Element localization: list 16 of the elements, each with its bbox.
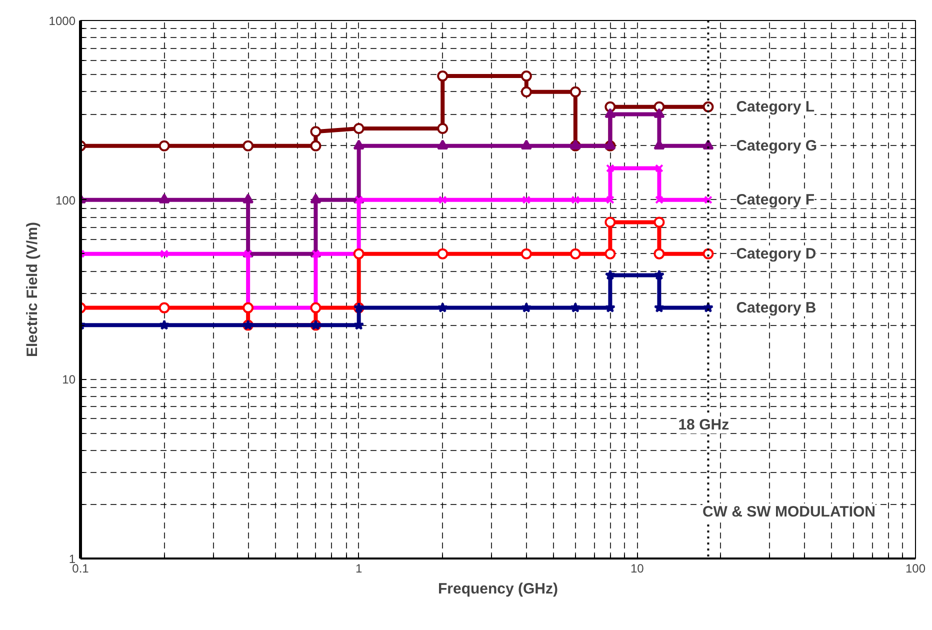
x-tick-label: 10: [630, 562, 644, 576]
annotation: CW & SW MODULATION: [702, 504, 876, 520]
y-tick-label: 10: [62, 372, 76, 387]
x-tick-label: 1: [355, 562, 362, 576]
series-label: Category L: [736, 98, 815, 116]
y-tick-label: 1000: [48, 14, 76, 28]
x-axis-title: Frequency (GHz): [438, 580, 558, 598]
series-label: Category B: [736, 299, 816, 316]
ref-line-label: 18 GHz: [678, 416, 730, 434]
y-tick-label: 100: [55, 193, 76, 208]
x-tick-label: 100: [905, 562, 926, 576]
series-label: Category F: [736, 191, 815, 208]
series-label: Category G: [736, 137, 818, 154]
y-axis-title: Electric Field (V/m): [24, 222, 41, 358]
series-label: Category D: [736, 245, 816, 262]
x-tick-label: 0.1: [72, 562, 90, 576]
